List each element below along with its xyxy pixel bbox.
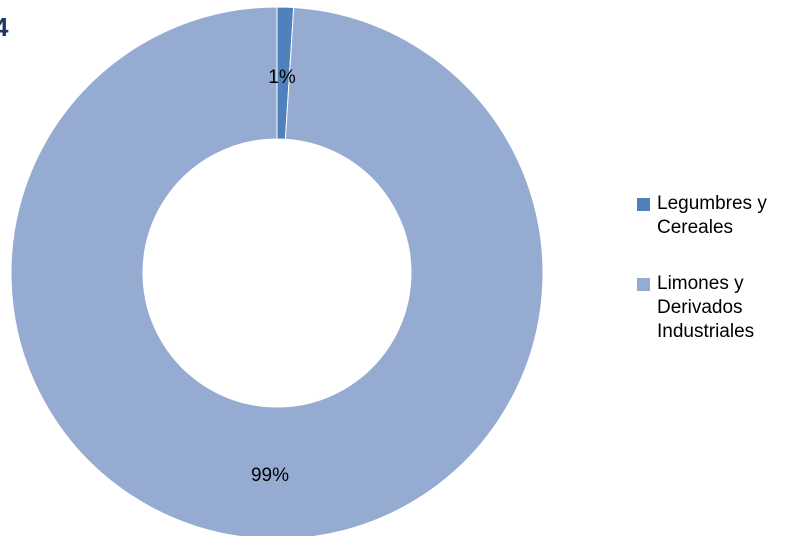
legend-label-legumbres: Legumbres y Cereales — [657, 193, 767, 238]
data-label-legumbres: 1% — [268, 67, 296, 88]
chart-legend: Legumbres y Cereales Limones y Derivados… — [637, 192, 797, 344]
slice-limones-derivados — [10, 6, 544, 536]
legend-swatch-limones — [637, 278, 650, 291]
legend-item-limones: Limones y Derivados Industriales — [637, 272, 797, 344]
chart-title-fragment: 4 — [0, 12, 9, 42]
legend-swatch-legumbres — [637, 198, 650, 211]
data-label-limones: 99% — [251, 465, 289, 486]
legend-label-limones: Limones y Derivados Industriales — [657, 273, 755, 342]
donut-slices — [10, 6, 544, 536]
data-labels: 1% 99% — [251, 67, 296, 486]
legend-item-legumbres: Legumbres y Cereales — [637, 192, 797, 240]
